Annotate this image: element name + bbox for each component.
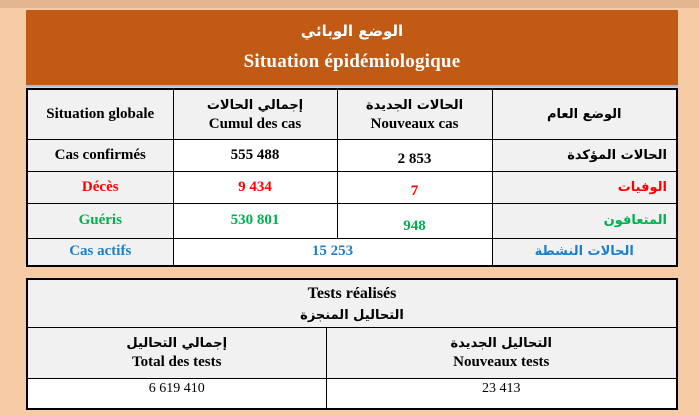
confirmed-label-french: Cas confirmés (26, 138, 174, 172)
recovered-label-arabic: المتعافون (491, 202, 678, 239)
tests-title-arabic: التحاليل المنجزة (300, 307, 404, 323)
deaths-cumul-value: 9 434 (172, 170, 338, 204)
header-total-des-tests: إجمالي التحاليل Total des tests (26, 326, 327, 379)
tests-title-french: Tests réalisés (307, 285, 397, 303)
page-top-strip (0, 0, 699, 8)
active-label-french: Cas actifs (26, 237, 174, 267)
total-tests-french: Total des tests (132, 354, 222, 371)
recovered-label-french: Guéris (26, 202, 174, 239)
confirmed-new-value: 2 853 (397, 150, 432, 167)
header-nouveaux-french: Nouveaux cas (370, 116, 459, 132)
row-cas-confirmes: Cas confirmés 555 488 2 853 الحالات المؤ… (26, 138, 678, 172)
banner-title-arabic: الوضع الوبائي (300, 21, 404, 40)
new-tests-arabic: التحاليل الجديدة (450, 335, 553, 351)
banner-title-french: Situation épidémiologique (243, 51, 461, 73)
row-gueris: Guéris 530 801 948 المتعافون (26, 202, 678, 239)
active-total-value: 15 253 (172, 237, 493, 267)
tests-title-row: Tests réalisés التحاليل المنجزة (26, 278, 678, 328)
recovered-new-value: 948 (403, 217, 426, 234)
tests-values-row: 6 619 410 23 413 (26, 377, 678, 410)
row-deces: Décès 9 434 7 الوفيات (26, 170, 678, 204)
header-nouveaux-tests: التحاليل الجديدة Nouveaux tests (325, 326, 678, 379)
header-situation-globale: Situation globale (26, 88, 174, 140)
header-cumul-arabic: إجمالي الحالات (206, 97, 304, 113)
total-tests-arabic: إجمالي التحاليل (126, 335, 228, 351)
header-cumul-french: Cumul des cas (208, 116, 302, 132)
row-cas-actifs: Cas actifs 15 253 الحالات النشطة (26, 237, 678, 267)
deaths-new-value: 7 (410, 182, 419, 199)
new-tests-value: 23 413 (482, 380, 521, 396)
tests-title-cell: Tests réalisés التحاليل المنجزة (26, 278, 678, 328)
table-header-row: Situation globale إجمالي الحالات Cumul d… (26, 88, 678, 140)
tests-realises-table: Tests réalisés التحاليل المنجزة إجمالي ا… (26, 278, 679, 410)
confirmed-cumul-value: 555 488 (172, 138, 338, 172)
deaths-label-arabic: الوفيات (491, 170, 678, 204)
confirmed-label-arabic: الحالات المؤكدة (491, 138, 678, 172)
tests-header-row: إجمالي التحاليل Total des tests التحاليل… (26, 326, 678, 379)
total-tests-value: 6 619 410 (148, 380, 205, 396)
epidemiological-banner: الوضع الوبائي Situation épidémiologique (26, 10, 678, 87)
new-tests-french: Nouveaux tests (453, 354, 550, 371)
header-voda-aam: الوضع العام (491, 88, 678, 140)
deaths-label-french: Décès (26, 170, 174, 204)
situation-globale-table: Situation globale إجمالي الحالات Cumul d… (26, 88, 678, 267)
active-label-arabic: الحالات النشطة (491, 237, 678, 267)
header-nouveaux-cas: الحالات الجديدة Nouveaux cas (336, 88, 493, 140)
header-cumul-des-cas: إجمالي الحالات Cumul des cas (172, 88, 338, 140)
recovered-cumul-value: 530 801 (172, 202, 338, 239)
header-nouveaux-arabic: الحالات الجديدة (365, 97, 464, 113)
